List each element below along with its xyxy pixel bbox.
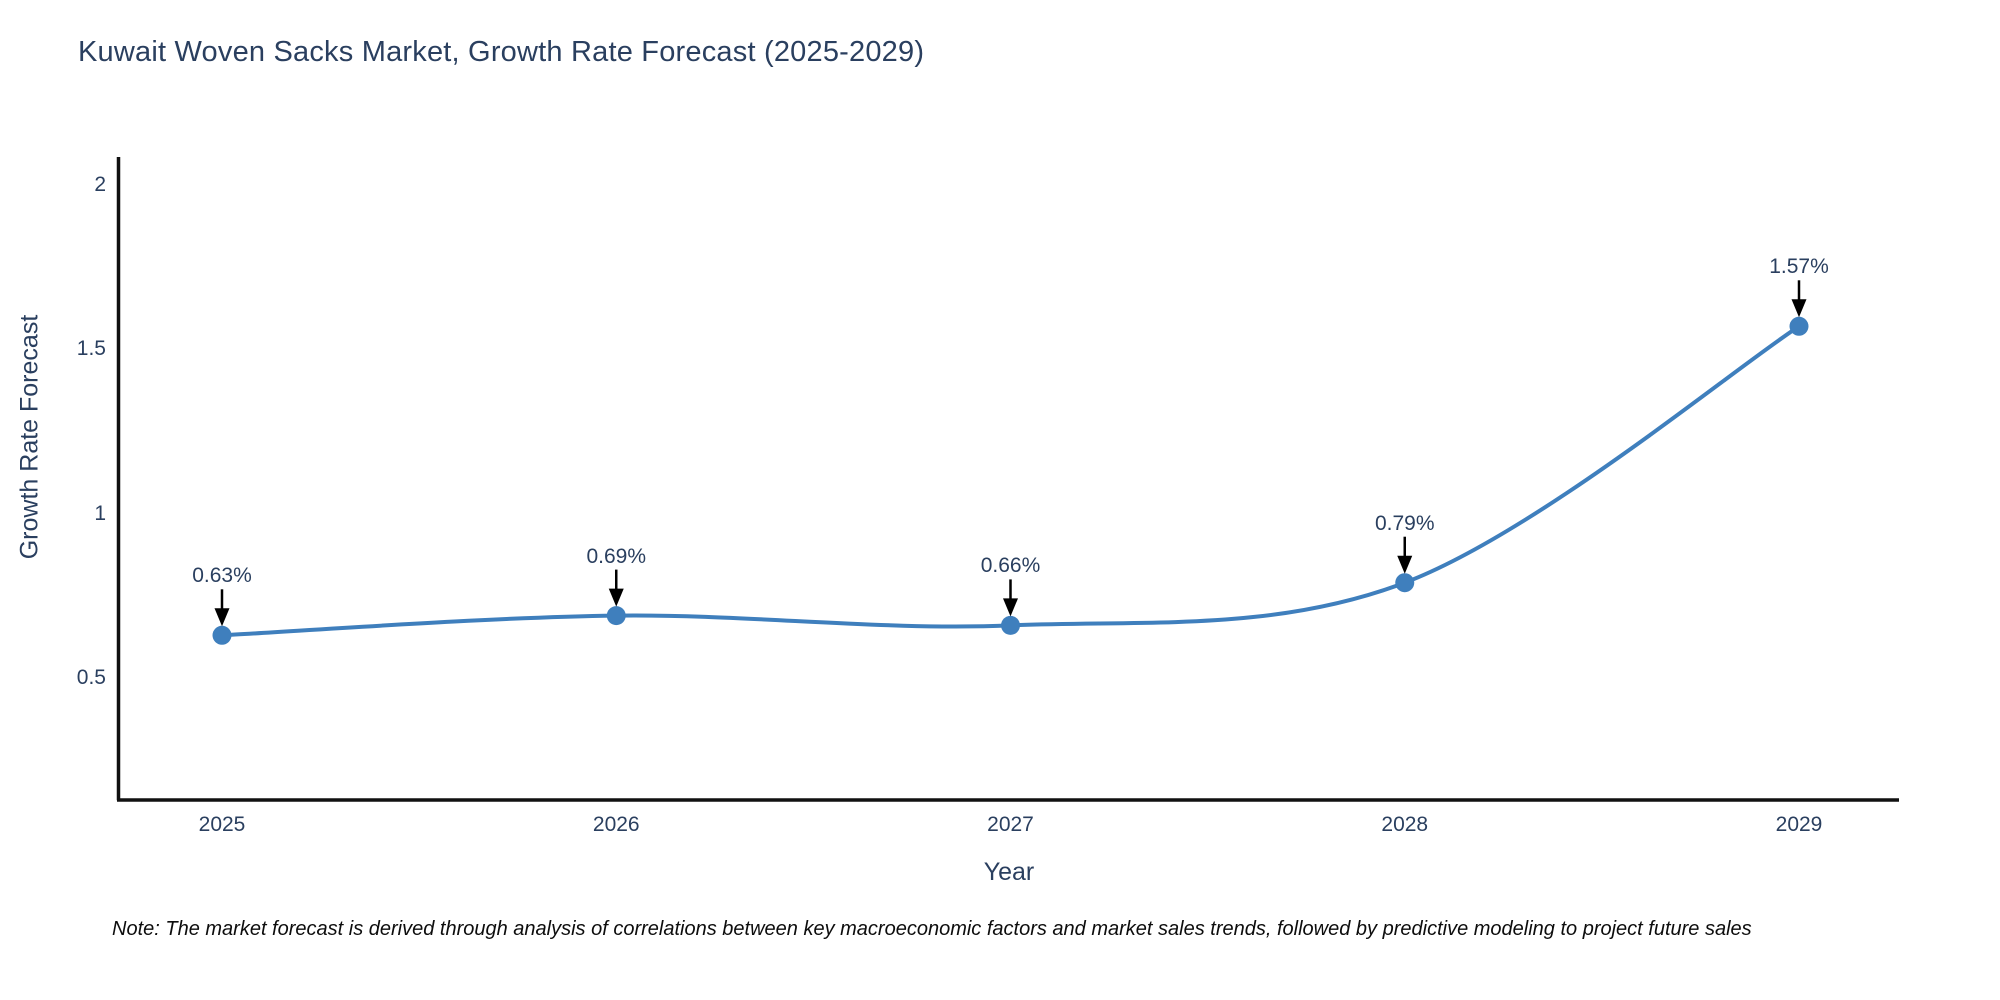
point-label-2028: 0.79%	[1374, 511, 1435, 535]
x-tick-2028: 2028	[1381, 813, 1429, 836]
data-point-2027	[1001, 615, 1020, 635]
x-tick-2027: 2027	[987, 813, 1034, 836]
annotation-arrowhead-2026	[608, 588, 624, 607]
x-tick-2026: 2026	[592, 813, 640, 836]
annotation-arrowhead-2027	[1003, 598, 1018, 617]
y-tick-0.5: 0.5	[76, 666, 106, 689]
annotation-arrowhead-2025	[214, 608, 230, 627]
point-label-2025: 0.63%	[192, 564, 252, 588]
point-label-2029: 1.57%	[1769, 255, 1829, 279]
y-tick-1.5: 1.5	[76, 337, 106, 361]
point-label-2027: 0.66%	[980, 554, 1041, 578]
annotation-arrowhead-2029	[1791, 299, 1807, 318]
data-point-2029	[1789, 316, 1809, 336]
data-point-2028	[1395, 573, 1415, 593]
axis-lines	[116, 157, 1899, 802]
forecast-line	[220, 324, 1801, 638]
data-point-2026	[606, 606, 626, 626]
x-tick-2029: 2029	[1775, 813, 1823, 836]
chart-title: Kuwait Woven Sacks Market, Growth Rate F…	[78, 36, 925, 68]
y-tick-1: 1	[94, 501, 106, 525]
x-axis-title: Year	[983, 858, 1035, 886]
footnote: Note: The market forecast is derived thr…	[112, 918, 1752, 940]
data-point-2025	[212, 625, 232, 645]
point-label-2026: 0.69%	[586, 544, 647, 568]
annotation-arrowhead-2028	[1397, 555, 1413, 574]
y-tick-2: 2	[94, 172, 106, 196]
x-tick-2025: 2025	[198, 813, 246, 836]
